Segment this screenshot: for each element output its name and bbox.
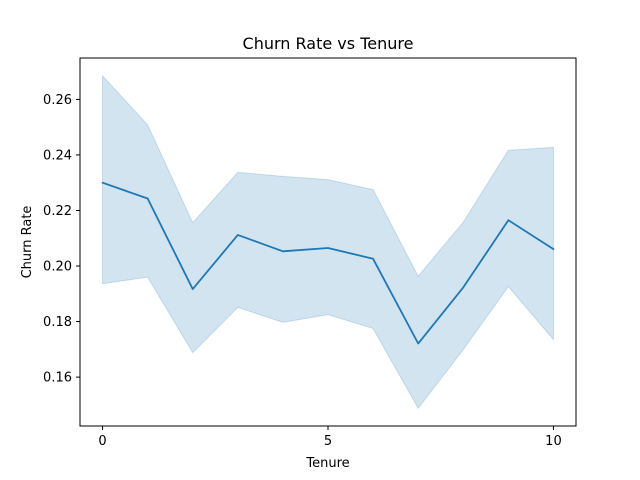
y-tick-label: 0.20: [43, 260, 72, 275]
series-line-0: [101, 181, 555, 345]
x-axis: 0 5 10: [98, 426, 562, 449]
x-tick-label: 5: [324, 434, 332, 449]
y-tick-label: 0.24: [43, 148, 72, 163]
x-tick-label: 10: [545, 434, 562, 449]
y-tick-label: 0.26: [43, 93, 72, 108]
x-tick-label: 0: [98, 434, 106, 449]
y-axis-label: Churn Rate: [20, 206, 35, 279]
x-axis-label: Tenure: [305, 456, 349, 471]
y-axis: 0.16 0.18 0.20 0.22 0.24 0.26: [43, 93, 80, 386]
chart-title: Churn Rate vs Tenure: [243, 34, 414, 53]
y-tick-label: 0.16: [43, 371, 72, 386]
confidence-band-0: [102, 74, 554, 410]
y-tick-label: 0.18: [43, 315, 72, 330]
y-tick-label: 0.22: [43, 204, 72, 219]
plot-area: [101, 74, 555, 410]
